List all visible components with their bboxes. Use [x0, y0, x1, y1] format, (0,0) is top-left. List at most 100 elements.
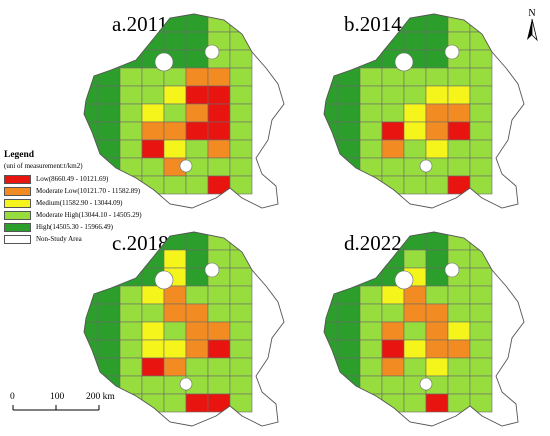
district-region	[324, 232, 339, 251]
panel-title-2022: d.2022	[344, 231, 402, 255]
district-region	[229, 139, 253, 159]
district-region	[469, 67, 493, 87]
district-region	[469, 321, 493, 341]
district-region	[97, 85, 121, 105]
district-region	[163, 303, 187, 323]
legend-swatch-moderate-low	[4, 186, 31, 196]
district-region	[359, 303, 383, 323]
district-region	[229, 232, 253, 251]
district-region	[469, 232, 493, 251]
district-region	[469, 31, 493, 51]
district-region	[119, 85, 143, 105]
district-region	[119, 103, 143, 123]
district-region	[163, 249, 187, 269]
district-region	[119, 321, 143, 341]
district-region	[324, 121, 339, 141]
district-region	[324, 285, 339, 305]
district-region	[403, 175, 427, 195]
district-region	[469, 267, 493, 287]
district-region	[381, 67, 405, 87]
district-region	[447, 232, 471, 251]
district-region	[141, 85, 165, 105]
district-region	[359, 103, 383, 123]
district-region	[163, 321, 187, 341]
district-region	[359, 357, 383, 377]
district-region	[403, 31, 427, 51]
district-region	[447, 357, 471, 377]
legend-label-non-study-area: Non-Study Area	[36, 235, 82, 243]
legend-swatch-moderate-high	[4, 210, 31, 220]
district-region	[97, 339, 121, 359]
district-region	[207, 285, 231, 305]
district-region	[324, 357, 339, 377]
district-region	[337, 175, 361, 195]
study-area-boundary	[323, 231, 525, 427]
district-region	[185, 121, 209, 141]
district-region	[381, 121, 405, 141]
district-region	[469, 375, 493, 395]
district-region	[324, 339, 339, 359]
non-study-area	[419, 159, 433, 173]
non-study-area	[179, 159, 193, 173]
district-region	[447, 157, 471, 177]
non-study-area	[204, 44, 220, 60]
legend-title: Legend	[4, 150, 35, 160]
map-legend: Legend (uni of measurement:t/km2) Low(86…	[4, 150, 194, 245]
district-region	[447, 321, 471, 341]
district-region	[185, 14, 209, 33]
district-region	[229, 339, 253, 359]
district-region	[207, 232, 231, 251]
map-panel-2011	[83, 13, 285, 209]
district-region	[185, 31, 209, 51]
district-region	[337, 14, 361, 33]
district-region	[359, 285, 383, 305]
district-region	[324, 249, 339, 269]
district-region	[381, 393, 405, 413]
district-region	[469, 85, 493, 105]
district-region	[381, 285, 405, 305]
district-region	[337, 103, 361, 123]
district-region	[229, 31, 253, 51]
north-arrow-icon: N	[527, 8, 538, 42]
district-region	[381, 175, 405, 195]
district-region	[324, 85, 339, 105]
district-region	[84, 103, 99, 123]
district-region	[469, 303, 493, 323]
district-region	[207, 357, 231, 377]
district-region	[141, 303, 165, 323]
district-region	[425, 14, 449, 33]
district-region	[207, 67, 231, 87]
district-region	[381, 157, 405, 177]
district-region	[425, 31, 449, 51]
district-region	[84, 31, 99, 51]
district-region	[469, 175, 493, 195]
district-region	[337, 85, 361, 105]
district-region	[469, 49, 493, 69]
district-region	[469, 14, 493, 33]
district-region	[229, 14, 253, 33]
district-region	[84, 357, 99, 377]
district-region	[229, 175, 253, 195]
district-region	[447, 303, 471, 323]
district-region	[447, 121, 471, 141]
district-region	[97, 303, 121, 323]
district-region	[337, 321, 361, 341]
district-region	[185, 67, 209, 87]
district-region	[469, 357, 493, 377]
district-region	[425, 303, 449, 323]
study-area-boundary	[83, 231, 285, 427]
district-region	[229, 321, 253, 341]
district-region	[84, 85, 99, 105]
legend-label-medium: Medium(11582.90 - 13044.09)	[36, 199, 123, 207]
district-region	[119, 339, 143, 359]
non-study-area	[154, 52, 174, 72]
district-region	[229, 121, 253, 141]
district-region	[337, 339, 361, 359]
district-region	[381, 357, 405, 377]
district-region	[447, 339, 471, 359]
district-region	[425, 232, 449, 251]
district-region	[469, 249, 493, 269]
study-area-boundary	[323, 13, 525, 209]
district-region	[119, 31, 143, 51]
district-region	[425, 285, 449, 305]
